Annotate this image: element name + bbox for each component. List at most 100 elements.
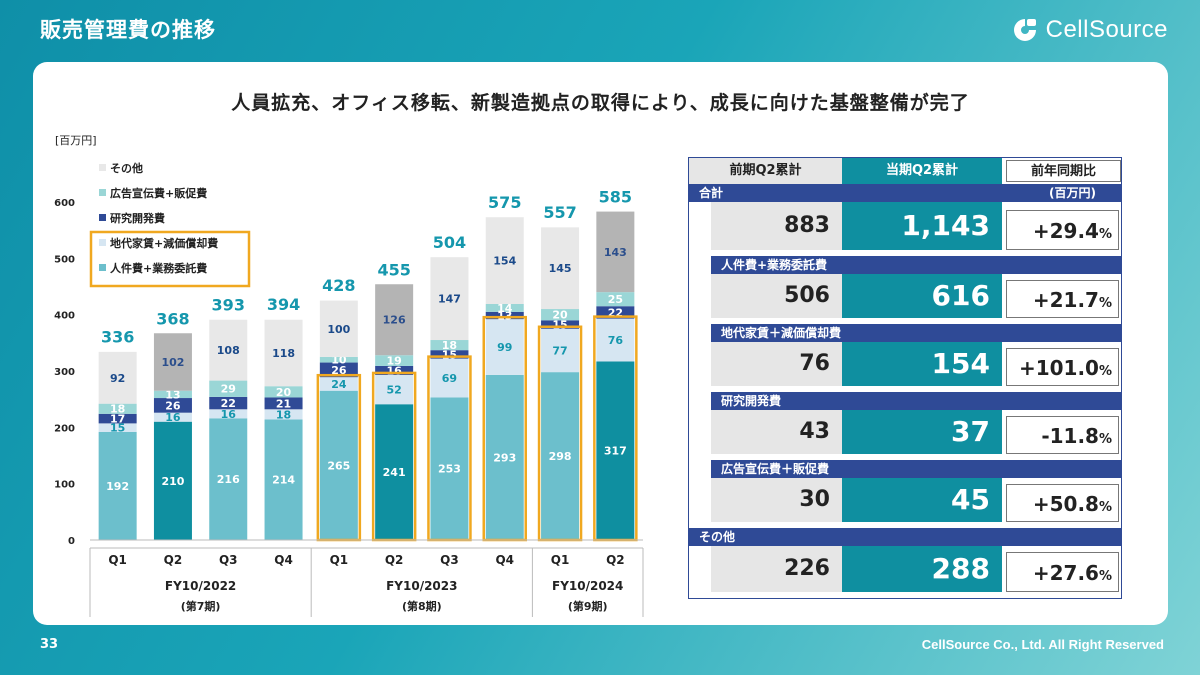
bar-segment <box>153 412 192 422</box>
data-label: 18 <box>110 403 125 416</box>
legend-label: その他 <box>110 161 143 175</box>
yoy-pct: % <box>1098 432 1112 447</box>
bar-segment <box>375 374 414 405</box>
x-tick-label: Q2 <box>606 553 625 567</box>
header-prev: 前期Q2累計 <box>689 158 842 184</box>
x-tick-label: Q4 <box>495 553 514 567</box>
bar-segment <box>264 386 303 398</box>
bar-segment <box>485 374 524 540</box>
data-label: 18 <box>276 408 291 421</box>
data-label: 13 <box>165 388 180 401</box>
x-tick-label: Q3 <box>219 553 238 567</box>
group-label: FY10/2023 <box>386 579 457 593</box>
cell-yoy: +101.0% <box>1006 348 1119 386</box>
legend-label: 人件費+業務委託費 <box>110 261 207 275</box>
total-label: 368 <box>156 310 189 329</box>
cell-prev: 226 <box>711 546 842 592</box>
bar-segment <box>264 409 303 420</box>
page-number: 33 <box>40 637 59 652</box>
yoy-value: +29.4 <box>1032 219 1099 243</box>
data-label: 108 <box>217 344 240 357</box>
yoy-pct: % <box>1098 227 1112 242</box>
yoy-value: +21.7 <box>1032 288 1099 312</box>
total-label: 575 <box>488 193 521 212</box>
data-label: 147 <box>438 293 461 306</box>
bar-segment <box>430 397 469 540</box>
y-tick-label: 500 <box>54 254 75 265</box>
bar-segment <box>319 300 358 357</box>
row-band-total: 合計 (百万円) <box>689 184 1121 202</box>
data-label: 26 <box>165 399 181 412</box>
x-tick-label: Q1 <box>330 553 349 567</box>
bar-segment <box>375 404 414 540</box>
bar-segment <box>596 318 635 362</box>
cell-yoy: +27.6% <box>1006 552 1119 592</box>
bar-segment <box>209 409 248 419</box>
bar-segment <box>541 320 580 329</box>
bar-segment <box>209 319 248 381</box>
data-label: 76 <box>608 334 624 347</box>
legend-label: 地代家賃+減価償却費 <box>110 236 218 250</box>
total-label: 428 <box>322 276 355 295</box>
bar-segment <box>98 431 137 540</box>
data-label: 25 <box>608 293 623 306</box>
data-label: 99 <box>497 341 512 354</box>
yoy-pct: % <box>1098 364 1112 379</box>
total-label: 557 <box>543 203 576 222</box>
x-tick-label: Q2 <box>164 553 183 567</box>
x-tick-label: Q2 <box>385 553 404 567</box>
bar-segment <box>319 377 358 391</box>
y-tick-label: 600 <box>54 198 75 209</box>
data-label: 317 <box>604 445 627 458</box>
bar-segment <box>596 211 635 293</box>
row-label: 合計 <box>699 186 724 200</box>
bar-segment <box>430 358 469 398</box>
data-label: 18 <box>442 339 457 352</box>
cell-prev: 30 <box>711 478 842 522</box>
row-label: 広告宣伝費＋販促費 <box>721 462 830 476</box>
bar-segment <box>153 333 192 391</box>
data-label: 92 <box>110 372 125 385</box>
bar-segment <box>264 319 303 387</box>
cell-prev: 883 <box>711 202 842 250</box>
data-label: 253 <box>438 463 461 476</box>
yoy-value: +101.0 <box>1018 356 1099 380</box>
row-label: その他 <box>699 530 736 544</box>
bar-segment <box>153 390 192 399</box>
bar-segment <box>541 227 580 310</box>
data-label: 69 <box>442 372 457 385</box>
bar-segment <box>485 311 524 320</box>
slide-title: 販売管理費の推移 <box>40 18 216 42</box>
yoy-value: +27.6 <box>1032 561 1099 585</box>
data-label: 26 <box>331 364 347 377</box>
y-tick-label: 100 <box>54 480 75 491</box>
bar-segment <box>485 319 524 375</box>
data-label: 19 <box>386 355 401 368</box>
yoy-pct: % <box>1098 500 1112 515</box>
bar-segment <box>98 403 137 414</box>
data-label: 154 <box>493 255 516 268</box>
data-label: 52 <box>386 384 401 397</box>
total-label: 504 <box>433 233 466 252</box>
bar-segment <box>209 396 248 410</box>
cell-cur: 154 <box>842 342 1002 386</box>
yoy-pct: % <box>1098 569 1112 584</box>
row-band: その他 <box>689 528 1121 546</box>
row-band: 研究開発費 <box>711 392 1121 410</box>
stacked-bar-chart: [百万円]010020030040050060019215171892336Q1… <box>54 134 644 617</box>
data-label: 216 <box>217 473 240 486</box>
row-label: 地代家賃＋減価償却費 <box>721 326 842 340</box>
yoy-pct: % <box>1098 296 1112 311</box>
data-label: 77 <box>552 344 567 357</box>
cell-cur: 616 <box>842 274 1002 318</box>
bar-segment <box>485 217 524 304</box>
bar-segment <box>264 419 303 540</box>
total-label: 455 <box>377 261 410 280</box>
y-unit-label: [百万円] <box>55 134 97 147</box>
bar-segment <box>596 292 635 307</box>
x-tick-label: Q1 <box>108 553 127 567</box>
data-label: 24 <box>331 378 347 391</box>
content-card: 人員拡充、オフィス移転、新製造拠点の取得により、成長に向けた基盤整備が完了 [百… <box>33 62 1168 625</box>
cell-cur: 45 <box>842 478 1002 522</box>
bar-segment <box>375 365 414 375</box>
